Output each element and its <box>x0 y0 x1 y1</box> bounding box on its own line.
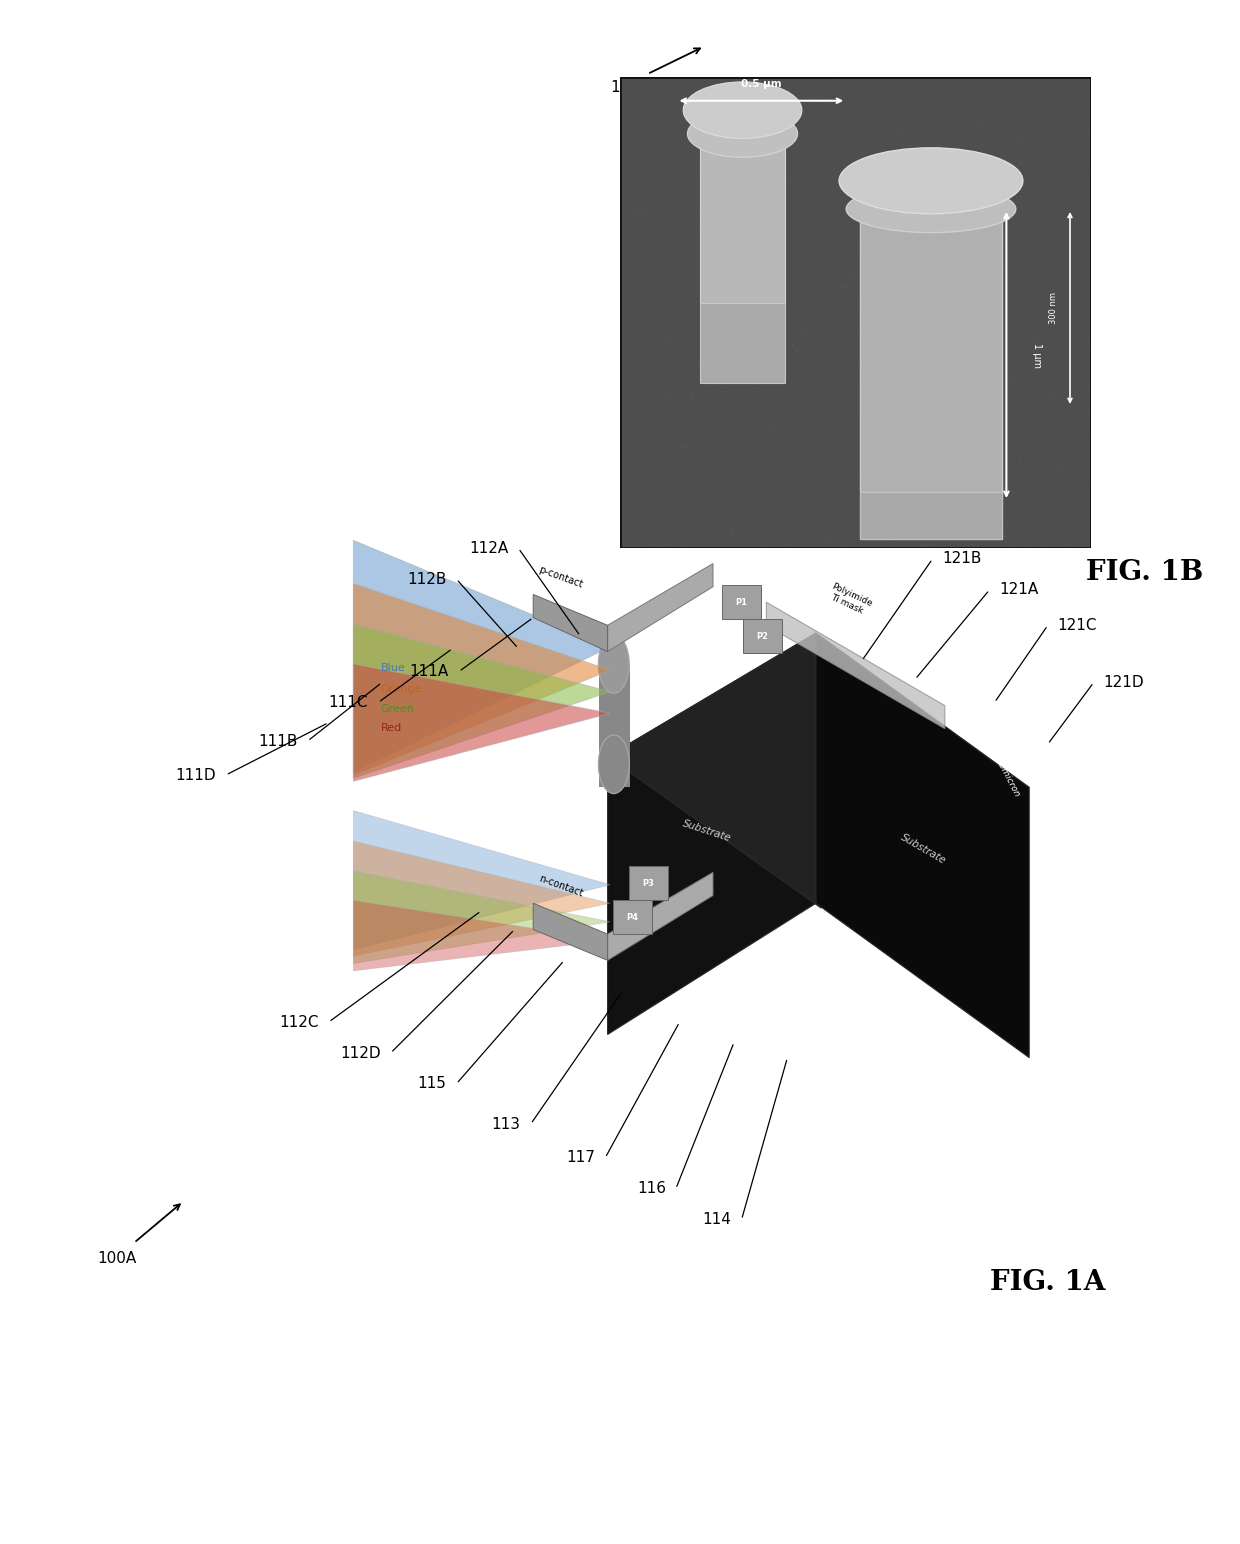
Text: 112D: 112D <box>340 1045 381 1061</box>
Polygon shape <box>353 871 610 963</box>
Ellipse shape <box>687 110 797 157</box>
Bar <box>599 664 630 787</box>
Text: 100A: 100A <box>97 1251 136 1266</box>
Text: 114: 114 <box>703 1212 732 1227</box>
Text: 0.5 μm: 0.5 μm <box>742 79 781 90</box>
Text: 111A: 111A <box>409 664 449 679</box>
Text: 121A: 121A <box>647 205 687 221</box>
Bar <box>701 303 785 383</box>
Polygon shape <box>353 811 610 950</box>
Text: P2: P2 <box>756 631 769 641</box>
Text: 112A: 112A <box>469 540 508 556</box>
Text: 112B: 112B <box>407 571 446 587</box>
Text: 115: 115 <box>418 1076 446 1092</box>
Text: 1 μm: 1 μm <box>1033 343 1043 367</box>
Polygon shape <box>353 841 610 956</box>
Text: P1: P1 <box>735 598 748 607</box>
Polygon shape <box>353 664 610 781</box>
Text: 121D: 121D <box>1104 675 1145 690</box>
Polygon shape <box>353 624 610 778</box>
Ellipse shape <box>598 735 629 794</box>
Polygon shape <box>608 872 713 960</box>
Text: Substrate: Substrate <box>681 818 733 843</box>
Text: P3: P3 <box>642 879 655 888</box>
Polygon shape <box>816 633 1029 1058</box>
Text: Orange: Orange <box>381 684 422 693</box>
Bar <box>861 491 1002 539</box>
Text: Green: Green <box>381 704 414 713</box>
Text: Submicron: Submicron <box>992 752 1022 798</box>
Text: 113: 113 <box>492 1116 521 1132</box>
Ellipse shape <box>683 82 802 139</box>
Bar <box>701 134 785 303</box>
Polygon shape <box>608 633 1029 908</box>
Text: 100B: 100B <box>610 80 650 96</box>
Text: Substrate: Substrate <box>899 832 949 866</box>
Text: Submicron: Submicron <box>836 957 870 1004</box>
Polygon shape <box>353 540 610 772</box>
Text: 121C: 121C <box>1058 618 1097 633</box>
Polygon shape <box>533 594 608 652</box>
Polygon shape <box>743 619 782 653</box>
Text: P4: P4 <box>626 913 639 922</box>
Text: 121C: 121C <box>962 270 1002 286</box>
Text: FIG. 1A: FIG. 1A <box>990 1269 1105 1295</box>
Text: Blue: Blue <box>381 662 405 673</box>
Text: 300 nm: 300 nm <box>1049 292 1058 324</box>
Text: 121B: 121B <box>942 551 982 567</box>
Polygon shape <box>353 584 610 775</box>
Polygon shape <box>608 564 713 652</box>
Polygon shape <box>766 602 945 729</box>
Text: n-contact: n-contact <box>537 874 584 899</box>
Text: 121A: 121A <box>999 582 1039 598</box>
Ellipse shape <box>598 635 629 693</box>
Text: 111B: 111B <box>258 733 298 749</box>
Polygon shape <box>722 585 761 619</box>
Text: 116: 116 <box>637 1181 666 1197</box>
Polygon shape <box>353 900 610 971</box>
Text: 112C: 112C <box>279 1014 319 1030</box>
Polygon shape <box>608 633 816 1034</box>
Text: FIG. 1B: FIG. 1B <box>1085 559 1203 585</box>
Polygon shape <box>613 900 652 934</box>
Text: Red: Red <box>381 724 402 733</box>
Text: Polyimide
Ti mask: Polyimide Ti mask <box>826 582 873 618</box>
Text: 111C: 111C <box>329 695 368 710</box>
Ellipse shape <box>846 185 1016 233</box>
Polygon shape <box>629 866 668 900</box>
Ellipse shape <box>839 148 1023 213</box>
Text: 121D: 121D <box>1052 193 1092 208</box>
Text: 117: 117 <box>567 1150 595 1166</box>
Polygon shape <box>533 903 608 960</box>
Text: 121B: 121B <box>618 178 657 193</box>
Text: 111D: 111D <box>175 767 216 783</box>
Bar <box>861 208 1002 491</box>
Text: p-contact: p-contact <box>537 565 584 590</box>
